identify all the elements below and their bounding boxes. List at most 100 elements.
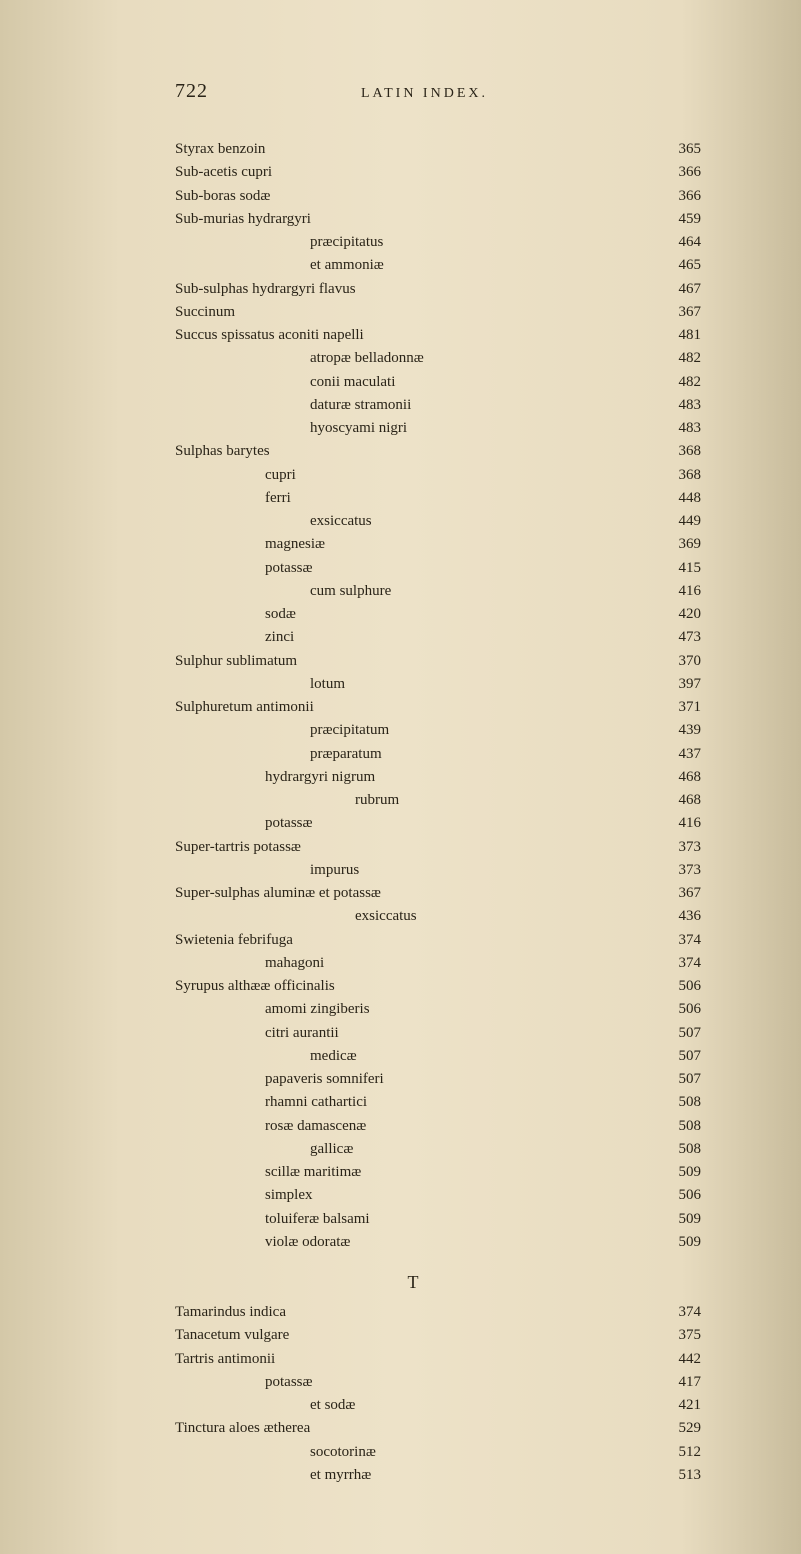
index-entry: Sulphur sublimatum370 [175, 650, 701, 673]
entry-page: 368 [651, 464, 701, 487]
entry-page: 369 [651, 533, 701, 556]
index-entry: Styrax benzoin365 [175, 138, 701, 161]
entry-label: rhamni cathartici [175, 1091, 651, 1114]
entry-label: Super-sulphas aluminæ et potassæ [175, 882, 651, 905]
entry-label: ferri [175, 487, 651, 510]
index-entry: potassæ415 [175, 557, 701, 580]
entry-page: 506 [651, 975, 701, 998]
entry-page: 365 [651, 138, 701, 161]
entry-page: 366 [651, 185, 701, 208]
entry-label: citri aurantii [175, 1022, 651, 1045]
entry-label: Sulphur sublimatum [175, 650, 651, 673]
index-entry: Super-tartris potassæ373 [175, 836, 701, 859]
entry-label: et sodæ [175, 1394, 651, 1417]
index-entry: et myrrhæ513 [175, 1464, 701, 1487]
entry-label: gallicæ [175, 1138, 651, 1161]
index-entry: Sulphuretum antimonii371 [175, 696, 701, 719]
entry-label: Syrupus althææ officinalis [175, 975, 651, 998]
entry-label: Sulphas barytes [175, 440, 651, 463]
entry-page: 468 [651, 766, 701, 789]
entry-page: 482 [651, 347, 701, 370]
entry-label: et ammoniæ [175, 254, 651, 277]
index-entry: Tartris antimonii442 [175, 1348, 701, 1371]
index-entry: Sub-murias hydrargyri459 [175, 208, 701, 231]
index-entry: mahagoni374 [175, 952, 701, 975]
entry-page: 421 [651, 1394, 701, 1417]
index-entry: simplex506 [175, 1184, 701, 1207]
index-entry: præparatum437 [175, 743, 701, 766]
entry-label: Sulphuretum antimonii [175, 696, 651, 719]
entry-label: Succinum [175, 301, 651, 324]
entry-page: 449 [651, 510, 701, 533]
entry-label: Tanacetum vulgare [175, 1324, 651, 1347]
entry-page: 473 [651, 626, 701, 649]
entry-page: 513 [651, 1464, 701, 1487]
entry-label: toluiferæ balsami [175, 1208, 651, 1231]
index-entry: violæ odoratæ509 [175, 1231, 701, 1254]
entry-label: præcipitatus [175, 231, 651, 254]
index-entry: rubrum468 [175, 789, 701, 812]
index-entry: atropæ belladonnæ482 [175, 347, 701, 370]
index-entry: et ammoniæ465 [175, 254, 701, 277]
entry-label: conii maculati [175, 371, 651, 394]
entry-page: 416 [651, 580, 701, 603]
entry-label: potassæ [175, 557, 651, 580]
index-entry: Tanacetum vulgare375 [175, 1324, 701, 1347]
index-entries-t: Tamarindus indica374Tanacetum vulgare375… [175, 1301, 701, 1487]
entry-page: 508 [651, 1115, 701, 1138]
index-entry: hydrargyri nigrum468 [175, 766, 701, 789]
index-entry: conii maculati482 [175, 371, 701, 394]
index-entry: citri aurantii507 [175, 1022, 701, 1045]
index-entry: zinci473 [175, 626, 701, 649]
entry-label: papaveris somniferi [175, 1068, 651, 1091]
index-entry: impurus373 [175, 859, 701, 882]
entry-page: 509 [651, 1161, 701, 1184]
index-entry: lotum397 [175, 673, 701, 696]
entry-label: impurus [175, 859, 651, 882]
index-entry: Tinctura aloes ætherea529 [175, 1417, 701, 1440]
entry-page: 483 [651, 417, 701, 440]
entry-page: 481 [651, 324, 701, 347]
entry-label: Super-tartris potassæ [175, 836, 651, 859]
entry-label: simplex [175, 1184, 651, 1207]
entry-page: 417 [651, 1371, 701, 1394]
entry-label: Tartris antimonii [175, 1348, 651, 1371]
index-entry: papaveris somniferi507 [175, 1068, 701, 1091]
entry-page: 370 [651, 650, 701, 673]
entry-label: præparatum [175, 743, 651, 766]
entry-page: 366 [651, 161, 701, 184]
entry-label: zinci [175, 626, 651, 649]
entry-label: exsiccatus [175, 510, 651, 533]
entry-label: præcipitatum [175, 719, 651, 742]
index-entry: Succinum367 [175, 301, 701, 324]
entry-page: 468 [651, 789, 701, 812]
entry-page: 482 [651, 371, 701, 394]
entry-label: et myrrhæ [175, 1464, 651, 1487]
entry-label: Swietenia febrifuga [175, 929, 651, 952]
entry-label: violæ odoratæ [175, 1231, 651, 1254]
entry-page: 374 [651, 1301, 701, 1324]
index-entry: Sub-acetis cupri366 [175, 161, 701, 184]
entry-label: scillæ maritimæ [175, 1161, 651, 1184]
entry-label: socotorinæ [175, 1441, 651, 1464]
index-entry: Super-sulphas aluminæ et potassæ367 [175, 882, 701, 905]
entry-page: 506 [651, 1184, 701, 1207]
page-header: 722 LATIN INDEX. [175, 80, 701, 103]
entry-page: 367 [651, 301, 701, 324]
entry-page: 507 [651, 1045, 701, 1068]
section-letter: T [175, 1272, 701, 1293]
index-entry: Sub-boras sodæ366 [175, 185, 701, 208]
index-entry: toluiferæ balsami509 [175, 1208, 701, 1231]
index-entry: magnesiæ369 [175, 533, 701, 556]
entry-label: Sub-acetis cupri [175, 161, 651, 184]
entry-label: Tamarindus indica [175, 1301, 651, 1324]
entry-page: 374 [651, 929, 701, 952]
index-entry: rosæ damascenæ508 [175, 1115, 701, 1138]
entry-page: 437 [651, 743, 701, 766]
entry-page: 367 [651, 882, 701, 905]
entry-label: Succus spissatus aconiti napelli [175, 324, 651, 347]
entry-page: 465 [651, 254, 701, 277]
entry-label: Tinctura aloes ætherea [175, 1417, 651, 1440]
entry-label: atropæ belladonnæ [175, 347, 651, 370]
header-title: LATIN INDEX. [361, 86, 488, 102]
